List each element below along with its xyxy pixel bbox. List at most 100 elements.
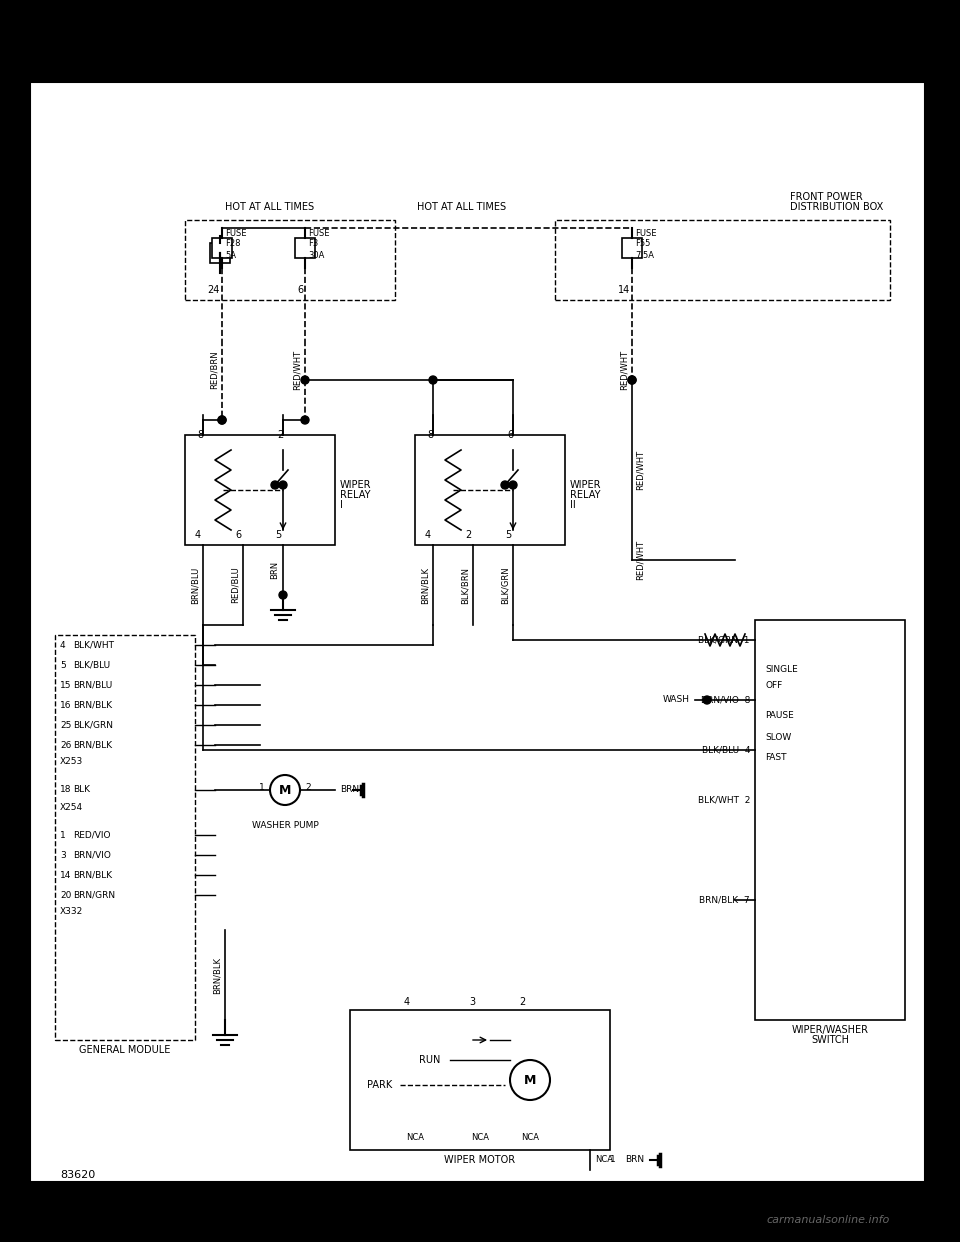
Text: 3: 3 (468, 997, 475, 1007)
Text: 6: 6 (235, 530, 241, 540)
Text: BRN/BLK: BRN/BLK (73, 871, 112, 879)
Bar (295, 238, 315, 258)
Circle shape (279, 481, 287, 489)
Text: NCA: NCA (521, 1134, 539, 1143)
Text: FUSE: FUSE (225, 230, 247, 238)
Bar (30, 82, 925, 1182)
Text: BRN/VIO: BRN/VIO (73, 851, 110, 859)
Text: 1: 1 (60, 831, 65, 840)
Text: 83620: 83620 (60, 1170, 95, 1180)
Text: 14: 14 (60, 871, 71, 879)
Text: RED/WHT: RED/WHT (619, 350, 629, 390)
Circle shape (501, 481, 509, 489)
Text: BLK/GRN  1: BLK/GRN 1 (699, 636, 750, 645)
Text: F55: F55 (635, 240, 650, 248)
Text: BLK/WHT  2: BLK/WHT 2 (698, 795, 750, 805)
Text: 14: 14 (617, 284, 630, 296)
Text: BRN/BLU: BRN/BLU (73, 681, 112, 689)
Text: 26: 26 (60, 740, 71, 749)
Text: RUN: RUN (420, 1054, 441, 1064)
Text: 2: 2 (305, 784, 311, 792)
Text: 25: 25 (60, 720, 71, 729)
Circle shape (703, 696, 711, 704)
Text: BRN: BRN (340, 785, 359, 795)
Text: 24: 24 (207, 284, 220, 296)
Text: carmanualsonline.info: carmanualsonline.info (767, 1215, 890, 1225)
Bar (185, 220, 395, 301)
Text: BRN/BLK: BRN/BLK (212, 956, 222, 994)
Text: RED/WHT: RED/WHT (293, 350, 301, 390)
Circle shape (429, 376, 437, 384)
Text: 20: 20 (60, 891, 71, 899)
Text: FUSE: FUSE (635, 230, 657, 238)
Text: WIPER: WIPER (340, 479, 372, 491)
Text: M: M (524, 1073, 537, 1087)
Text: WASH: WASH (663, 696, 690, 704)
Bar (212, 238, 232, 258)
Text: BRN/BLK: BRN/BLK (73, 700, 112, 709)
Text: F28: F28 (225, 240, 241, 248)
Text: 30A: 30A (308, 251, 324, 260)
Bar (415, 435, 565, 545)
Circle shape (218, 416, 226, 424)
Bar (350, 1010, 610, 1150)
Text: BLK/WHT: BLK/WHT (73, 641, 114, 650)
Text: 8: 8 (197, 430, 204, 440)
Text: FUSE: FUSE (308, 230, 329, 238)
Text: M: M (278, 784, 291, 796)
Bar (622, 238, 642, 258)
Text: NCA: NCA (595, 1155, 613, 1165)
Text: SINGLE: SINGLE (765, 666, 798, 674)
Text: NCA: NCA (471, 1134, 489, 1143)
Text: 3: 3 (60, 851, 65, 859)
Text: RED/WHT: RED/WHT (636, 450, 644, 491)
Text: OFF: OFF (765, 681, 782, 689)
Text: BLK/GRN: BLK/GRN (73, 720, 113, 729)
Text: HOT AT ALL TIMES: HOT AT ALL TIMES (226, 202, 315, 212)
Text: BRN/BLK: BRN/BLK (73, 740, 112, 749)
Circle shape (509, 481, 517, 489)
Text: NCA: NCA (406, 1134, 424, 1143)
Text: 4: 4 (60, 641, 65, 650)
Bar (185, 435, 335, 545)
Text: 5: 5 (60, 661, 65, 669)
Text: 8: 8 (427, 430, 433, 440)
Text: RELAY: RELAY (340, 491, 371, 501)
Circle shape (279, 591, 287, 599)
Text: FRONT POWER: FRONT POWER (790, 193, 863, 202)
Text: PARK: PARK (368, 1081, 393, 1090)
Text: BRN/GRN: BRN/GRN (73, 891, 115, 899)
Bar (555, 220, 890, 301)
Text: 7.5A: 7.5A (635, 251, 654, 260)
Text: 1: 1 (610, 1155, 615, 1165)
Text: 6: 6 (507, 430, 513, 440)
Text: 1: 1 (259, 784, 265, 792)
Text: BRN/VIO  8: BRN/VIO 8 (701, 696, 750, 704)
Text: BLK/BLU  4: BLK/BLU 4 (702, 745, 750, 754)
Text: BLK: BLK (73, 785, 90, 795)
Text: BRN: BRN (625, 1155, 644, 1165)
Text: BLK/BRN: BLK/BRN (461, 566, 469, 604)
Text: WIPER: WIPER (570, 479, 602, 491)
Text: 15: 15 (60, 681, 71, 689)
Text: 4: 4 (425, 530, 431, 540)
Text: II: II (570, 501, 576, 510)
Text: FAST: FAST (765, 753, 786, 761)
Text: X332: X332 (60, 908, 84, 917)
Text: 2: 2 (276, 430, 283, 440)
Bar (210, 243, 230, 263)
Circle shape (270, 775, 300, 805)
Text: RELAY: RELAY (570, 491, 601, 501)
Text: SWITCH: SWITCH (811, 1035, 849, 1045)
Text: BLK/GRN: BLK/GRN (500, 566, 510, 604)
Text: RED/BLU: RED/BLU (230, 566, 239, 604)
Circle shape (510, 1059, 550, 1100)
Text: X254: X254 (60, 804, 84, 812)
Text: BLK/BLU: BLK/BLU (73, 661, 110, 669)
Text: 2: 2 (465, 530, 471, 540)
Text: 4: 4 (404, 997, 410, 1007)
Text: BRN/BLU: BRN/BLU (190, 566, 200, 604)
Circle shape (301, 416, 309, 424)
Text: BRN: BRN (271, 561, 279, 579)
Text: DISTRIBUTION BOX: DISTRIBUTION BOX (790, 202, 883, 212)
